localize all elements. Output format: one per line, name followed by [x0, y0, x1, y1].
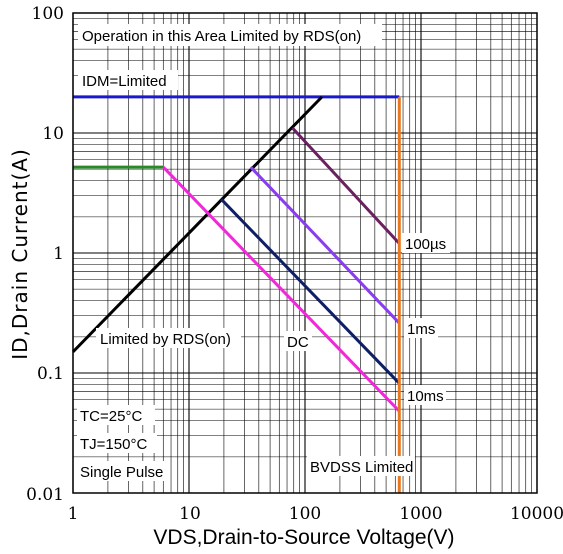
annotation-single-pulse: Single Pulse — [80, 464, 163, 481]
series-line-100-s — [291, 127, 401, 245]
series-line-10ms — [220, 198, 401, 385]
annotation-100us: 100µs — [405, 236, 446, 253]
x-axis-title: VDS,Drain-to-Source Voltage(V) — [153, 526, 454, 549]
series-lines — [71, 95, 401, 493]
annotation-bg — [78, 24, 382, 46]
y-axis-title: ID,Drain Current(A) — [8, 148, 32, 360]
x-tick-label: 100 — [289, 504, 321, 524]
grid — [72, 13, 537, 494]
y-tick-label: 0.01 — [26, 485, 64, 505]
x-tick-label: 1000 — [399, 504, 442, 524]
annotation-bg — [404, 385, 446, 405]
annotation-idm: IDM=Limited — [82, 73, 167, 90]
annotation-bg — [78, 70, 178, 90]
y-tick-label: 0.1 — [37, 364, 64, 384]
x-tick-label: 1 — [68, 504, 79, 524]
series-line-1ms — [249, 166, 401, 325]
plot-frame — [72, 12, 538, 494]
y-tick-label: 100 — [32, 4, 64, 24]
y-tick-label: 10 — [42, 124, 64, 144]
y-tick-label: 1 — [53, 244, 64, 264]
annotation-10ms: 10ms — [407, 388, 444, 405]
x-tick-label: 10 — [179, 504, 201, 524]
annotation-bg — [96, 328, 241, 348]
x-tick-label: 10000 — [510, 504, 563, 524]
annotation-tc: TC=25°C — [80, 408, 142, 425]
annotation-dc: DC — [287, 334, 309, 351]
annotation-bg — [77, 433, 157, 453]
annotation-bg — [77, 461, 167, 481]
annotation-bg — [402, 233, 450, 253]
annotation-rds-area: Operation in this Area Limited by RDS(on… — [82, 28, 361, 45]
annotation-bg — [307, 456, 415, 476]
annotation-bvdss: BVDSS Limited — [310, 459, 413, 476]
annotation-bg — [284, 331, 312, 351]
annotation-rds-limit: Limited by RDS(on) — [100, 331, 231, 348]
annotation-1ms: 1ms — [407, 321, 435, 338]
series-line-dc — [162, 166, 401, 413]
series-line-limited-by-rds-on — [71, 95, 324, 353]
annotation-bg — [404, 318, 438, 338]
annotation-tj: TJ=150°C — [80, 436, 147, 453]
annotation-bg — [77, 405, 155, 425]
